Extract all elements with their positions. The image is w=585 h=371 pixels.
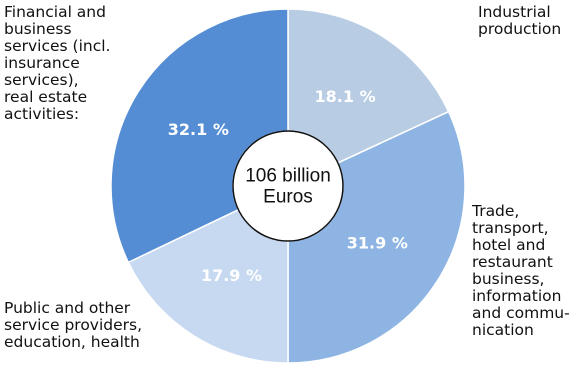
donut-hole xyxy=(232,130,344,242)
center-total-label: 106 billion Euros xyxy=(245,166,331,208)
value-label-industrial: 18.1 % xyxy=(315,87,376,106)
value-label-public-and-other: 17.9 % xyxy=(201,266,262,285)
slice-label-trade-transport: Trade, transport, hotel and restaurant b… xyxy=(472,202,570,339)
slice-label-industrial-production: Industrial production xyxy=(478,3,562,38)
value-label-financial-and: 32.1 % xyxy=(168,120,229,139)
slice-label-financial-services: Financial and business services (incl. i… xyxy=(4,3,111,123)
slice-label-public-services: Public and other service providers, educ… xyxy=(4,299,143,351)
value-label-trade: 31.9 % xyxy=(347,234,408,253)
